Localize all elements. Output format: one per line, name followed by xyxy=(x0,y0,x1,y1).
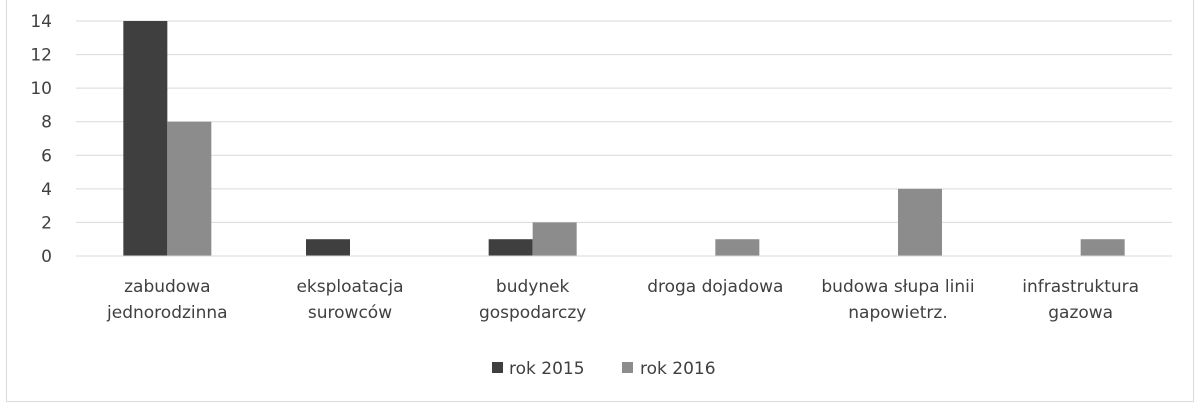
category-label: budynek gospodarczy xyxy=(479,277,586,323)
bar xyxy=(532,222,577,256)
legend-swatch xyxy=(492,362,503,373)
y-tick-label: 6 xyxy=(41,146,52,166)
bar xyxy=(715,239,760,256)
category-label: zabudowa jednorodzinna xyxy=(106,277,228,323)
y-tick-label: 10 xyxy=(30,79,52,99)
y-tick-label: 14 xyxy=(30,12,52,32)
category-label: eksploatacja surowców xyxy=(296,277,403,323)
y-tick-label: 0 xyxy=(41,247,52,267)
category-label: budowa słupa linii napowietrz. xyxy=(821,277,974,323)
y-tick-label: 4 xyxy=(41,180,52,200)
y-tick-label: 8 xyxy=(41,113,52,133)
bar xyxy=(1080,239,1125,256)
category-labels: zabudowa jednorodzinna eksploatacja surowcó… xyxy=(106,277,1139,323)
bar xyxy=(167,121,212,256)
y-tick-label: 12 xyxy=(30,46,52,66)
legend-label: rok 2015 xyxy=(509,359,585,379)
bar xyxy=(898,188,942,256)
category-label: droga dojadowa xyxy=(647,277,783,297)
bars xyxy=(123,21,1125,256)
bar xyxy=(123,21,168,256)
category-label: infrastruktura gazowa xyxy=(1022,277,1139,323)
bar xyxy=(306,239,350,256)
y-axis-ticks: 0 2 4 6 8 10 12 14 xyxy=(30,12,52,267)
legend-swatch xyxy=(622,362,633,373)
legend: rok 2015 rok 2016 xyxy=(492,359,716,379)
legend-label: rok 2016 xyxy=(640,359,716,379)
y-tick-label: 2 xyxy=(41,213,52,233)
bar xyxy=(488,239,533,256)
gridlines xyxy=(76,20,1172,223)
